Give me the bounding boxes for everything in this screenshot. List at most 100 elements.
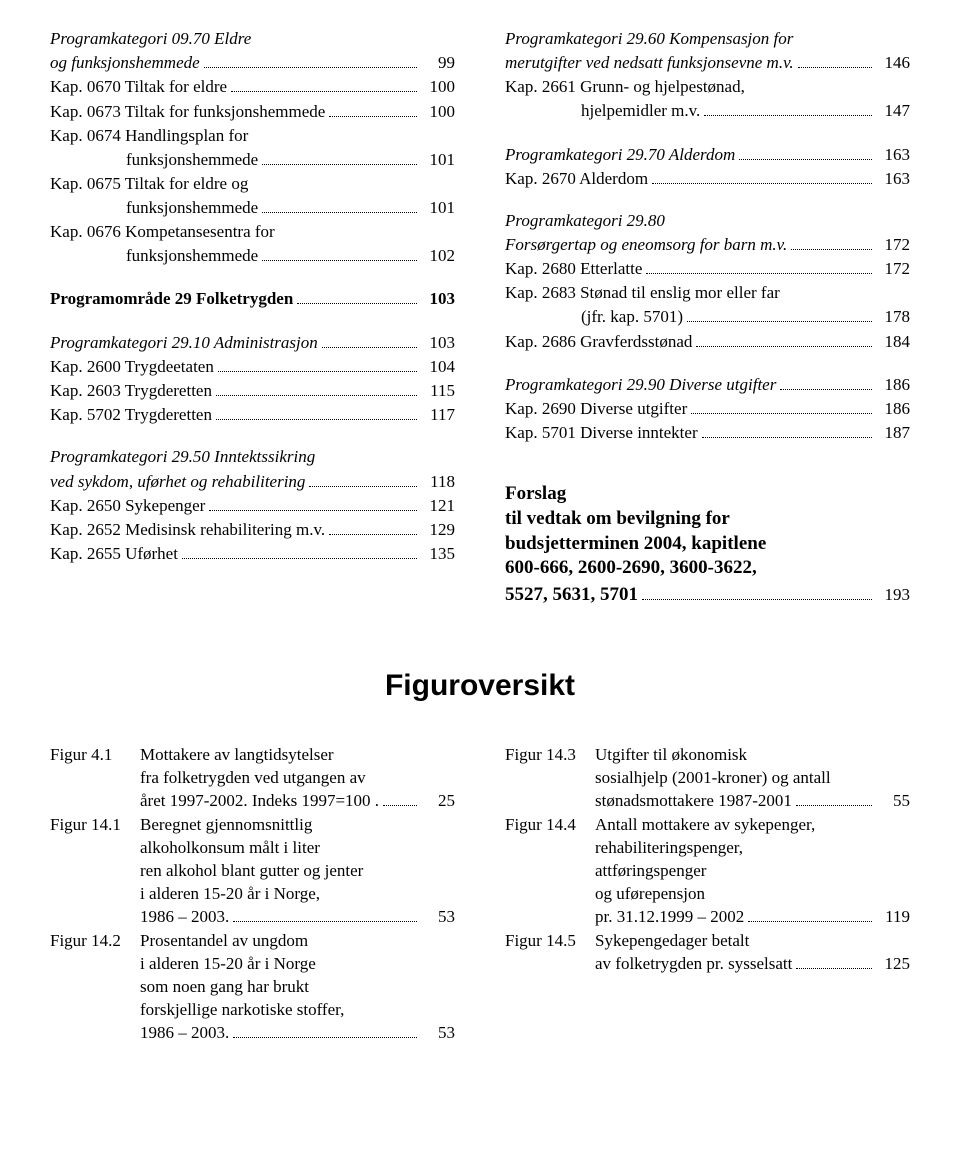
figure-page-number: 53 bbox=[421, 906, 455, 929]
toc-label: ved sykdom, uførhet og rehabilitering bbox=[50, 471, 305, 494]
figure-number: Figur 14.5 bbox=[505, 930, 595, 953]
figure-entry: Figur 4.1Mottakere av langtidsytelserfra… bbox=[50, 744, 455, 813]
figur-left-column: Figur 4.1Mottakere av langtidsytelserfra… bbox=[50, 743, 455, 1046]
figure-desc-text: 1986 – 2003. bbox=[140, 906, 229, 929]
toc-page-number: 163 bbox=[876, 168, 910, 191]
figure-desc-line: alkoholkonsum målt i liter bbox=[140, 837, 455, 860]
toc-page-number: 100 bbox=[421, 76, 455, 99]
toc-label: funksjonshemmede bbox=[50, 197, 258, 220]
toc-label: funksjonshemmede bbox=[50, 245, 258, 268]
toc-continuation: Programkategori 09.70 Eldre bbox=[50, 28, 455, 51]
toc-page-number: 186 bbox=[876, 398, 910, 421]
figure-desc-line: attføringspenger bbox=[595, 860, 910, 883]
toc-entry: merutgifter ved nedsatt funksjonsevne m.… bbox=[505, 52, 910, 75]
toc-columns: Programkategori 09.70 Eldreog funksjonsh… bbox=[50, 28, 910, 609]
toc-label: Programkategori 29.10 Administrasjon bbox=[50, 332, 318, 355]
toc-entry: funksjonshemmede 101 bbox=[50, 197, 455, 220]
figure-number: Figur 4.1 bbox=[50, 744, 140, 767]
toc-label: 5527, 5631, 5701 bbox=[505, 582, 638, 608]
leader-dots bbox=[182, 543, 417, 559]
forslag-line: Forslag bbox=[505, 482, 910, 507]
toc-label: og funksjonshemmede bbox=[50, 52, 200, 75]
leader-dots bbox=[233, 1022, 417, 1038]
figure-desc-text: 1986 – 2003. bbox=[140, 1022, 229, 1045]
toc-entry: Kap. 2603 Trygderetten 115 bbox=[50, 380, 455, 403]
figure-desc-line: Sykepengedager betalt bbox=[595, 930, 910, 953]
toc-label: Kap. 2603 Trygderetten bbox=[50, 380, 212, 403]
toc-continuation: Kap. 2683 Stønad til enslig mor eller fa… bbox=[505, 282, 910, 305]
forslag-line: 600-666, 2600-2690, 3600-3622, bbox=[505, 556, 910, 581]
toc-label: Forsørgertap og eneomsorg for barn m.v. bbox=[505, 234, 787, 257]
toc-entry: Kap. 2686 Gravferdsstønad184 bbox=[505, 330, 910, 353]
toc-continuation: Kap. 0674 Handlingsplan for bbox=[50, 125, 455, 148]
figure-body: Antall mottakere av sykepenger,rehabilit… bbox=[595, 814, 910, 929]
spacer bbox=[505, 355, 910, 373]
toc-label: hjelpemidler m.v. bbox=[505, 100, 700, 123]
toc-label: Kap. 2690 Diverse utgifter bbox=[505, 398, 687, 421]
figure-body: Prosentandel av ungdomi alderen 15-20 år… bbox=[140, 930, 455, 1045]
leader-dots bbox=[233, 906, 417, 922]
figure-last-line: 1986 – 2003. 53 bbox=[140, 906, 455, 929]
toc-label: Programkategori 29.90 Diverse utgifter bbox=[505, 374, 776, 397]
toc-label: funksjonshemmede bbox=[50, 149, 258, 172]
toc-entry: Programkategori 29.10 Administrasjon103 bbox=[50, 331, 455, 354]
figur-columns: Figur 4.1Mottakere av langtidsytelserfra… bbox=[50, 743, 910, 1046]
figure-page-number: 119 bbox=[876, 906, 910, 929]
toc-label: Programkategori 29.70 Alderdom bbox=[505, 144, 735, 167]
toc-entry: funksjonshemmede101 bbox=[50, 149, 455, 172]
toc-page-number: 99 bbox=[421, 52, 455, 75]
toc-continuation: Kap. 2661 Grunn- og hjelpestønad, bbox=[505, 76, 910, 99]
figure-last-line: 1986 – 2003. 53 bbox=[140, 1022, 455, 1045]
toc-page-number: 115 bbox=[421, 380, 455, 403]
figure-desc-line: Prosentandel av ungdom bbox=[140, 930, 455, 953]
figure-desc-line: Beregnet gjennomsnittlig bbox=[140, 814, 455, 837]
toc-page-number: 186 bbox=[876, 374, 910, 397]
toc-entry: Kap. 5702 Trygderetten117 bbox=[50, 404, 455, 427]
figure-entry: Figur 14.3Utgifter til økonomisksosialhj… bbox=[505, 744, 910, 813]
forslag-line: til vedtak om bevilgning for bbox=[505, 507, 910, 532]
figure-page-number: 53 bbox=[421, 1022, 455, 1045]
toc-label: Kap. 2600 Trygdeetaten bbox=[50, 356, 214, 379]
spacer bbox=[50, 428, 455, 446]
toc-continuation: Programkategori 29.50 Inntektssikring bbox=[50, 446, 455, 469]
leader-dots bbox=[748, 906, 872, 922]
toc-entry: Programkategori 29.90 Diverse utgifter 18… bbox=[505, 374, 910, 397]
page-root: Programkategori 09.70 Eldreog funksjonsh… bbox=[0, 0, 960, 1086]
toc-label: Kap. 0673 Tiltak for funksjonshemmede bbox=[50, 101, 325, 124]
figure-last-line: av folketrygden pr. sysselsatt125 bbox=[595, 953, 910, 976]
toc-page-number: 172 bbox=[876, 258, 910, 281]
figure-body: Mottakere av langtidsytelserfra folketry… bbox=[140, 744, 455, 813]
figure-desc-line: i alderen 15-20 år i Norge, bbox=[140, 883, 455, 906]
figure-desc-line: fra folketrygden ved utgangen av bbox=[140, 767, 455, 790]
toc-page-number: 147 bbox=[876, 100, 910, 123]
toc-page-number: 193 bbox=[876, 584, 910, 607]
toc-page-number: 187 bbox=[876, 422, 910, 445]
leader-dots bbox=[216, 380, 417, 396]
leader-dots bbox=[646, 258, 872, 274]
leader-dots bbox=[204, 52, 417, 68]
figure-page-number: 55 bbox=[876, 790, 910, 813]
figur-right-column: Figur 14.3Utgifter til økonomisksosialhj… bbox=[505, 743, 910, 1046]
leader-dots bbox=[739, 143, 872, 159]
figure-number: Figur 14.1 bbox=[50, 814, 140, 837]
leader-dots bbox=[687, 306, 872, 322]
toc-entry: Kap. 2600 Trygdeetaten104 bbox=[50, 356, 455, 379]
toc-page-number: 101 bbox=[421, 197, 455, 220]
toc-page-number: 118 bbox=[421, 471, 455, 494]
leader-dots bbox=[704, 100, 872, 116]
figure-desc-line: Utgifter til økonomisk bbox=[595, 744, 910, 767]
figure-body: Beregnet gjennomsnittligalkoholkonsum må… bbox=[140, 814, 455, 929]
toc-page-number: 184 bbox=[876, 331, 910, 354]
toc-entry: Kap. 2680 Etterlatte172 bbox=[505, 258, 910, 281]
leader-dots bbox=[796, 790, 872, 806]
toc-page-number: 103 bbox=[421, 288, 455, 311]
toc-entry: Kap. 0673 Tiltak for funksjonshemmede100 bbox=[50, 100, 455, 123]
toc-page-number: 117 bbox=[421, 404, 455, 427]
toc-entry: ved sykdom, uførhet og rehabilitering 118 bbox=[50, 470, 455, 493]
toc-label: merutgifter ved nedsatt funksjonsevne m.… bbox=[505, 52, 794, 75]
toc-label: Kap. 5701 Diverse inntekter bbox=[505, 422, 698, 445]
leader-dots bbox=[652, 168, 872, 184]
toc-continuation: Kap. 0675 Tiltak for eldre og bbox=[50, 173, 455, 196]
toc-entry: Kap. 0670 Tiltak for eldre100 bbox=[50, 76, 455, 99]
toc-entry: 5527, 5631, 5701 193 bbox=[505, 582, 910, 608]
